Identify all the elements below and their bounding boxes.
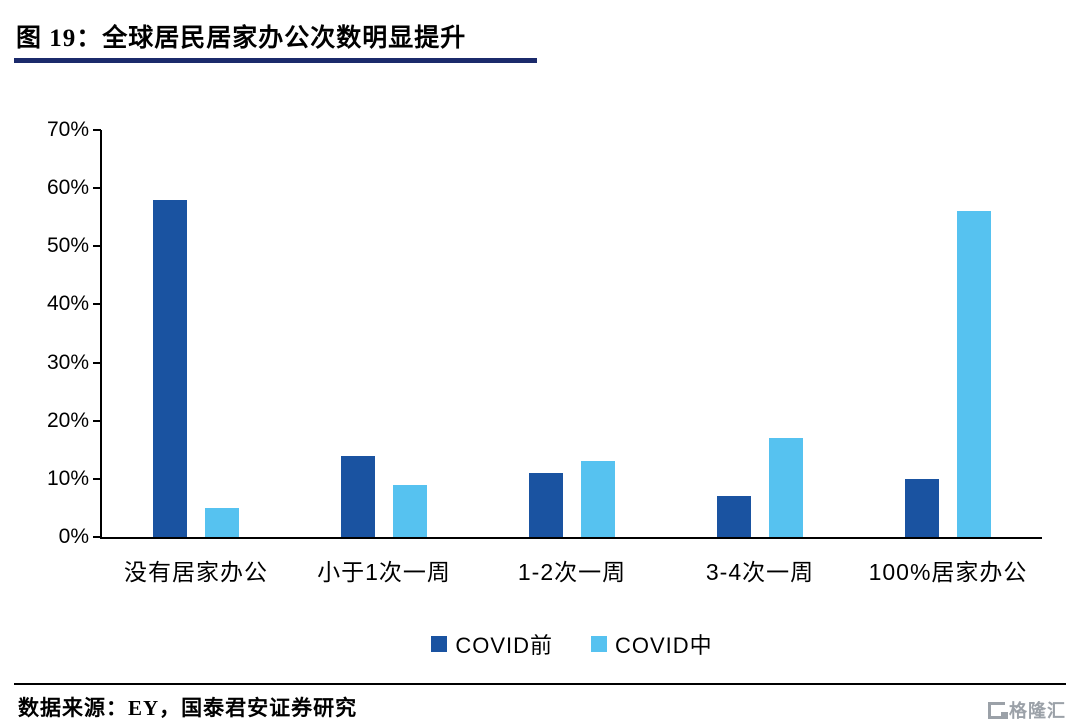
gelonghui-logo: 格隆汇 bbox=[988, 697, 1066, 723]
bar-COVID前 bbox=[153, 199, 187, 537]
y-tick-mark bbox=[93, 303, 101, 306]
legend-item: COVID前 bbox=[431, 628, 553, 660]
legend-swatch bbox=[591, 636, 607, 652]
bar-chart-plot-area: 0% 10% 20% 30% 40% 50% 60% 70% 没有居家办公 小于1次一周 1-2次一… bbox=[47, 119, 1042, 658]
y-tick-label: 60% bbox=[46, 176, 89, 200]
y-tick-mark bbox=[93, 129, 101, 131]
gelonghui-logo-icon bbox=[988, 701, 1008, 719]
x-axis-category-label: 1-2次一周 bbox=[517, 559, 627, 585]
y-tick-label: 50% bbox=[46, 234, 89, 258]
legend-label: COVID前 bbox=[455, 633, 553, 658]
x-axis-category-label: 小于1次一周 bbox=[317, 559, 451, 585]
y-tick-mark bbox=[93, 361, 101, 364]
bar-COVID中 bbox=[205, 507, 239, 537]
y-tick-label: 10% bbox=[46, 466, 89, 490]
figure-title: 图 19：全球居民居家办公次数明显提升 bbox=[16, 25, 467, 52]
bar-COVID中 bbox=[393, 484, 427, 537]
legend-label: COVID中 bbox=[615, 633, 713, 658]
y-tick-mark bbox=[93, 419, 101, 422]
gelonghui-logo-text: 格隆汇 bbox=[1009, 701, 1066, 721]
bar-group bbox=[854, 130, 1042, 537]
y-tick-label: 20% bbox=[46, 408, 89, 432]
y-tick-label: 70% bbox=[46, 118, 89, 141]
chart-legend: COVID前 COVID中 bbox=[102, 628, 1042, 660]
y-tick-mark bbox=[93, 477, 101, 480]
bar-group bbox=[290, 130, 478, 537]
bar-COVID中 bbox=[957, 211, 991, 537]
bar-COVID前 bbox=[529, 473, 563, 537]
x-axis-category-label: 没有居家办公 bbox=[124, 559, 268, 585]
x-axis-category-label: 3-4次一周 bbox=[705, 559, 815, 585]
bar-group bbox=[102, 130, 290, 537]
bar-COVID前 bbox=[341, 455, 375, 537]
data-source-text: 数据来源：EY，国泰君安证券研究 bbox=[18, 696, 358, 720]
footer-divider bbox=[14, 683, 1066, 685]
bar-COVID前 bbox=[717, 496, 751, 537]
title-underline bbox=[14, 58, 537, 63]
y-tick-mark bbox=[93, 245, 101, 248]
y-tick-mark bbox=[93, 536, 101, 538]
legend-swatch bbox=[431, 636, 448, 652]
y-tick-label: 40% bbox=[46, 292, 89, 316]
bar-group bbox=[478, 130, 666, 537]
y-tick-label: 0% bbox=[58, 525, 89, 548]
legend-item: COVID中 bbox=[591, 628, 713, 660]
bar-group bbox=[666, 130, 854, 537]
bar-COVID中 bbox=[769, 438, 803, 537]
bar-COVID前 bbox=[905, 478, 939, 537]
bar-COVID中 bbox=[581, 461, 615, 537]
x-axis-category-label: 100%居家办公 bbox=[868, 559, 1028, 585]
y-tick-label: 30% bbox=[46, 350, 89, 374]
y-tick-mark bbox=[93, 187, 101, 190]
